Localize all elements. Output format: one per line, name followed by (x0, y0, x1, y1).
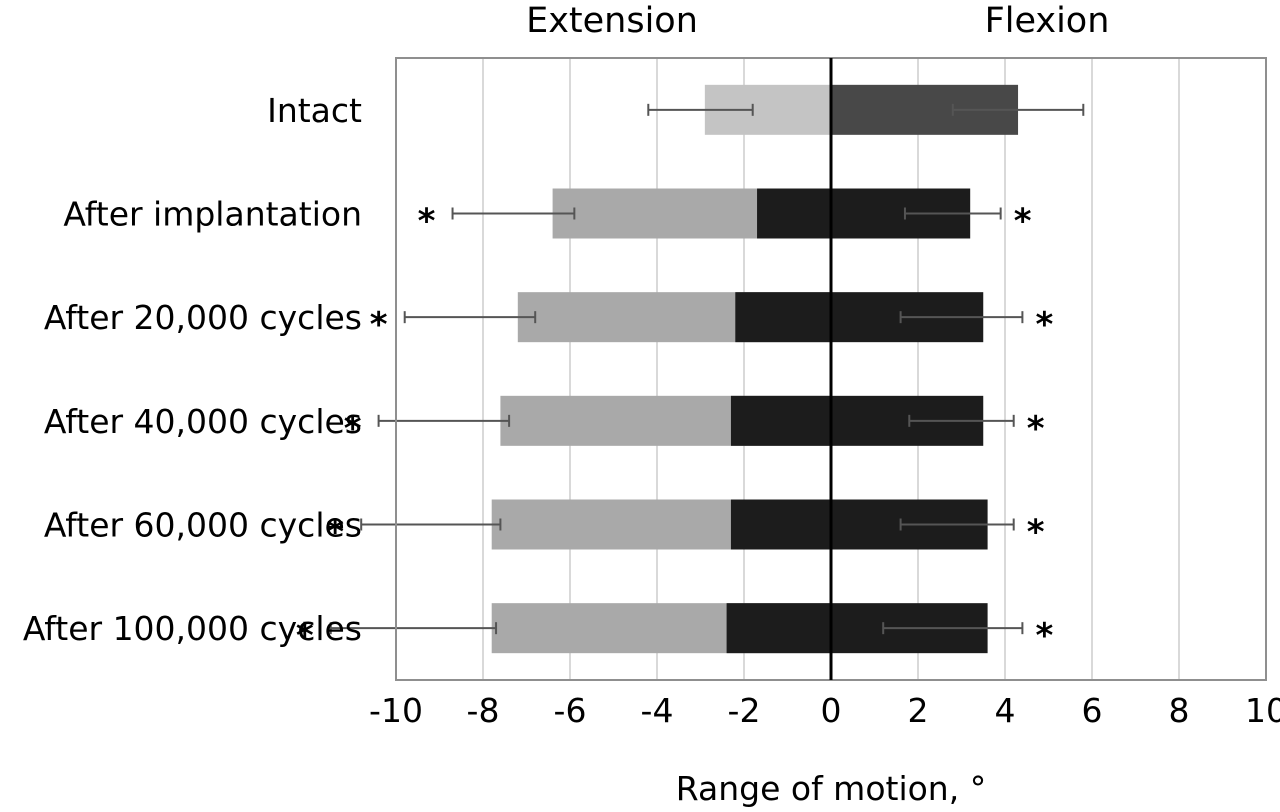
significance-star: * (1036, 305, 1054, 345)
category-label: Intact (267, 91, 362, 130)
x-tick-label: 0 (821, 691, 842, 730)
category-label: After 60,000 cycles (44, 506, 362, 545)
category-label: After 40,000 cycles (44, 402, 362, 441)
x-tick-label: 8 (1169, 691, 1190, 730)
extension-error-bar (403, 311, 537, 324)
flexion-error-bar (903, 207, 1002, 220)
x-axis-title: Range of motion, ° (676, 769, 986, 808)
error-bars (329, 103, 1085, 635)
flexion-heading: Flexion (985, 1, 1110, 41)
x-tick-label: -10 (369, 691, 423, 730)
category-label: After 20,000 cycles (44, 298, 362, 337)
flexion-error-bar (882, 622, 1024, 635)
significance-star: * (296, 616, 314, 656)
extension-error-bar (329, 622, 498, 635)
significance-star: * (1027, 409, 1045, 449)
extension-error-bar (377, 414, 511, 427)
category-label: After 100,000 cycles (23, 609, 362, 648)
extension-inner-bar (735, 292, 831, 343)
flexion-error-bar (908, 414, 1015, 427)
flexion-error-bar (899, 518, 1015, 531)
significance-star: * (418, 202, 436, 242)
extension-error-bar (360, 518, 502, 531)
x-tick-label: 10 (1245, 691, 1280, 730)
extension-heading: Extension (526, 1, 698, 41)
x-tick-label: -8 (467, 691, 500, 730)
x-tick-label: 6 (1082, 691, 1103, 730)
significance-star: * (326, 513, 344, 553)
extension-inner-bar (730, 395, 831, 446)
flexion-error-bar (951, 103, 1085, 116)
significance-star: * (370, 305, 388, 345)
gridlines (482, 58, 1180, 680)
x-tick-label: -2 (728, 691, 761, 730)
x-tick-label: 4 (995, 691, 1016, 730)
x-tick-label: 2 (908, 691, 929, 730)
extension-inner-bar (730, 499, 831, 550)
labels: -10 -8 -6 -4 -2 0 2 4 6 8 10 Intact * * After implanta… (23, 91, 1280, 730)
category-label: After implantation (63, 195, 362, 234)
extension-error-bar (451, 207, 576, 220)
x-tick-label: -6 (554, 691, 587, 730)
extension-inner-bar (726, 603, 831, 654)
significance-star: * (1027, 513, 1045, 553)
extension-error-bar (647, 103, 754, 116)
significance-star: * (1036, 616, 1054, 656)
significance-star: * (344, 409, 362, 449)
extension-inner-bar (757, 188, 831, 239)
flexion-error-bar (899, 311, 1024, 324)
significance-star: * (1014, 202, 1032, 242)
x-tick-label: -4 (641, 691, 674, 730)
